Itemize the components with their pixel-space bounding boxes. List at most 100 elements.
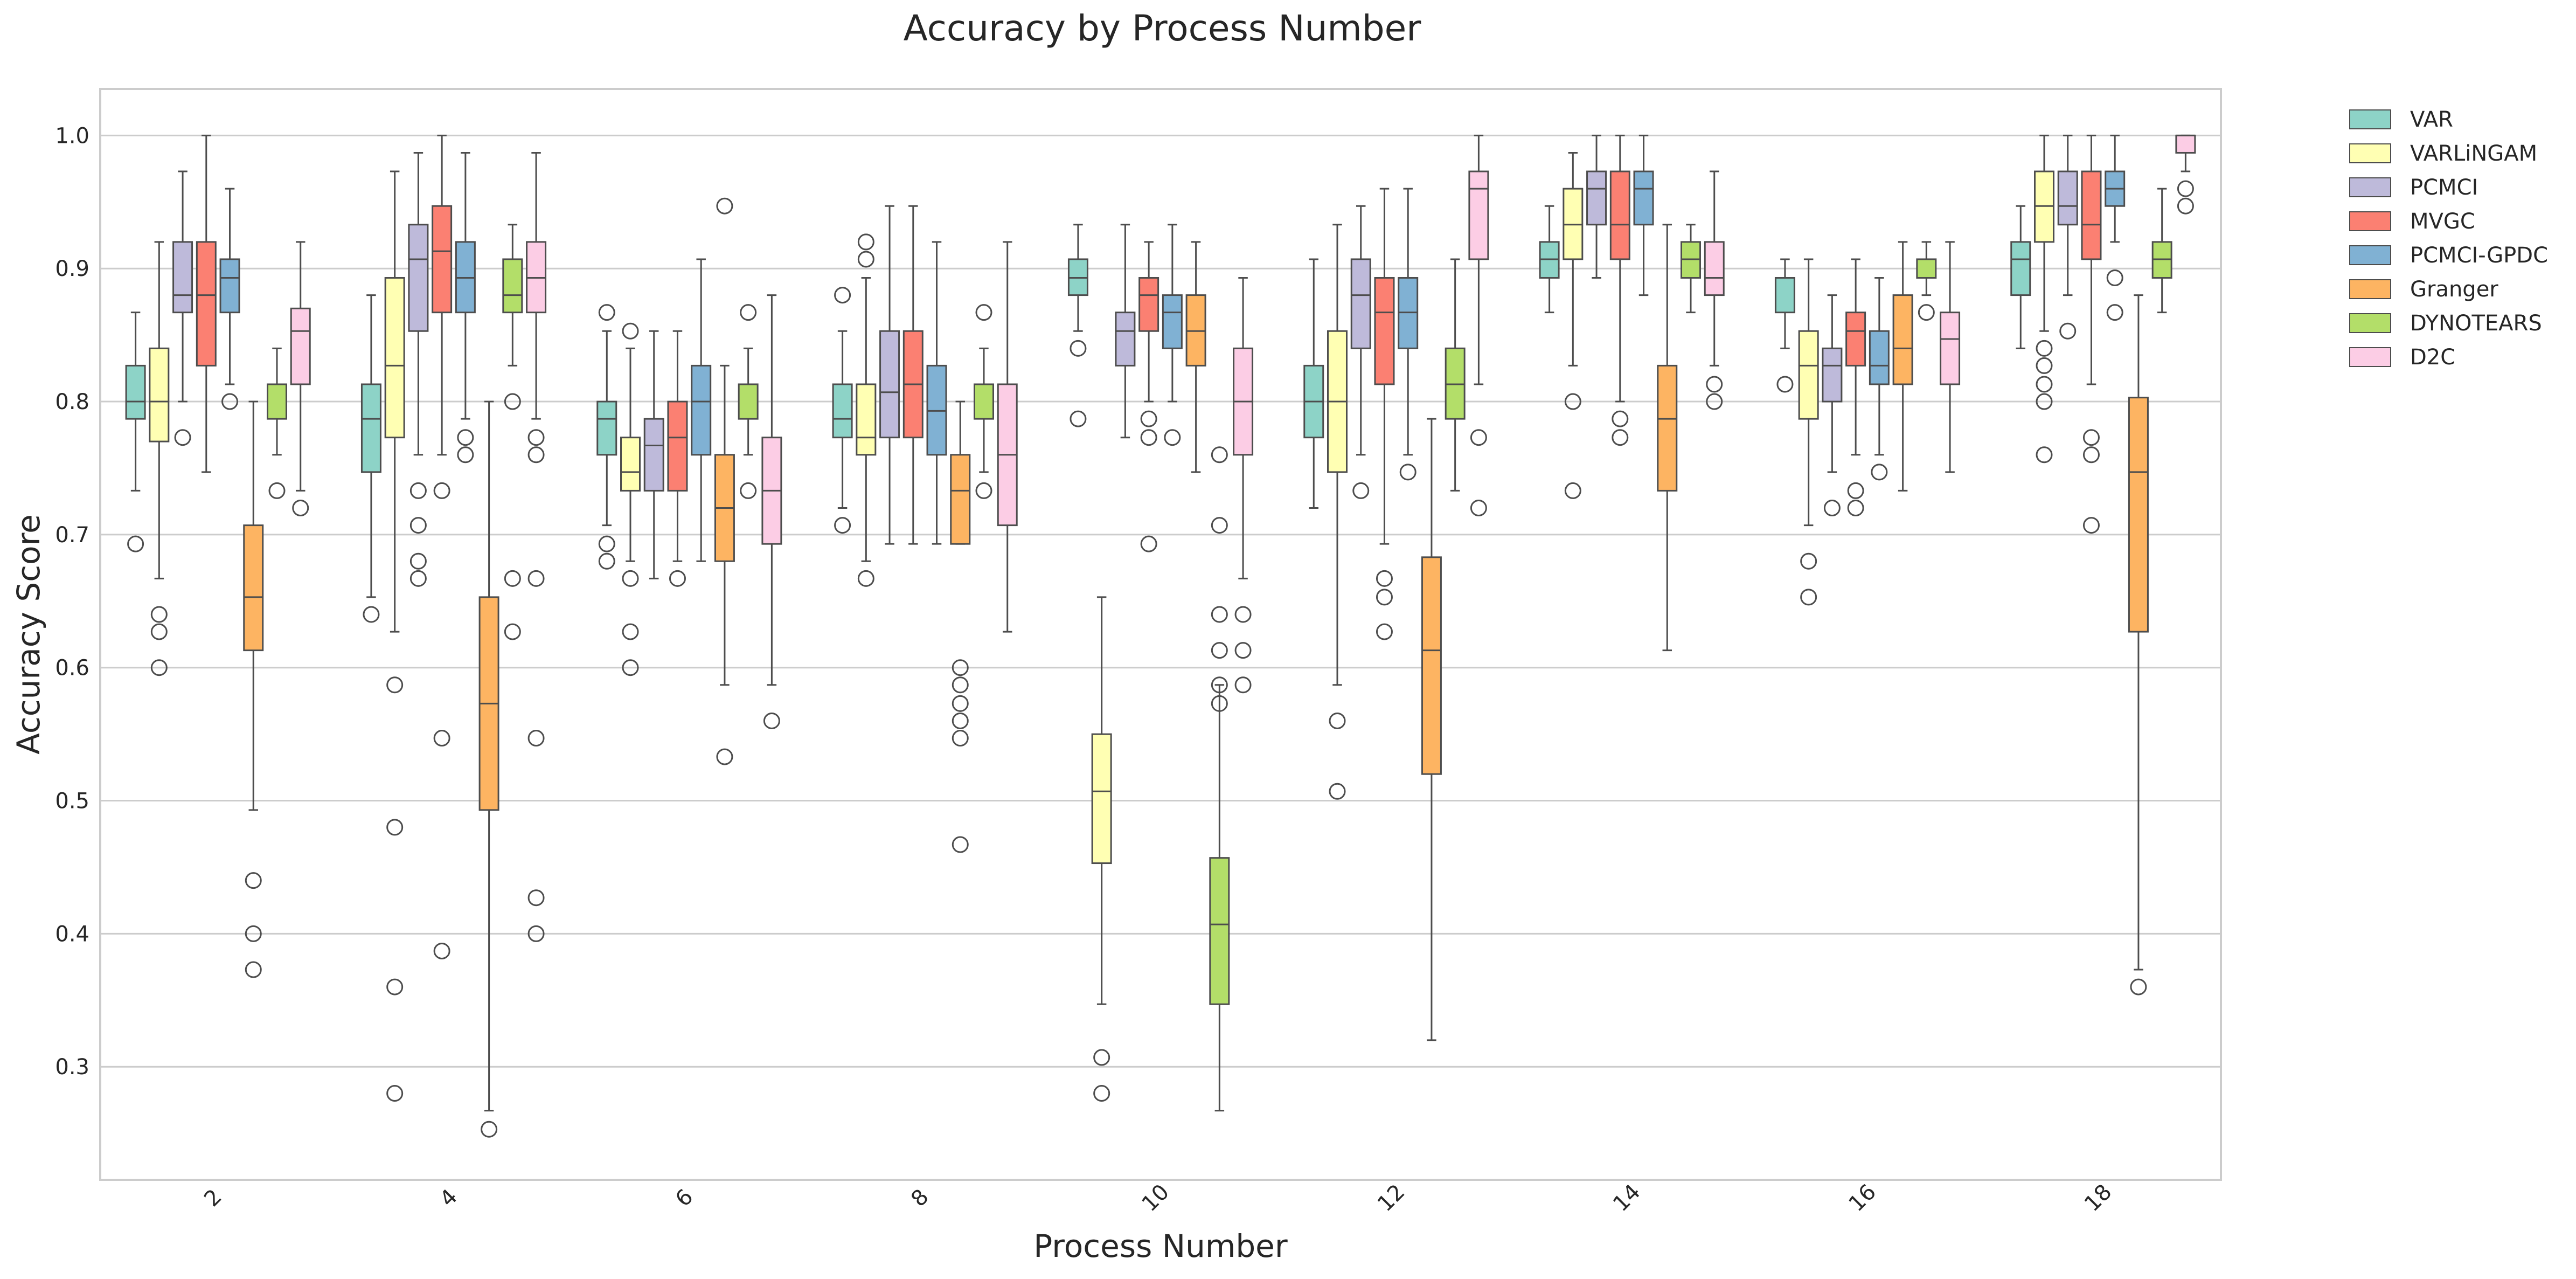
box-pcmci-gpdc-18: [2105, 134, 2126, 321]
outlier-point: [150, 623, 168, 640]
box-varlingam-18: [2034, 134, 2054, 464]
box-mvgc-10: [1138, 241, 1159, 552]
outlier-point: [2177, 197, 2194, 215]
outlier-point: [952, 676, 969, 694]
outlier-point: [386, 819, 404, 836]
outlier-point: [1140, 429, 1157, 446]
outlier-point: [1329, 712, 1346, 729]
box-iqr: [219, 258, 240, 314]
outlier-point: [1211, 517, 1228, 534]
outlier-point: [1376, 589, 1393, 606]
outlier-point: [857, 251, 874, 268]
box-granger-4: [478, 400, 499, 1138]
legend-item: VAR: [2349, 102, 2548, 136]
box-var-12: [1303, 258, 1324, 509]
box-pcmci-gpdc-2: [219, 188, 240, 410]
box-d2c-12: [1468, 134, 1489, 517]
outlier-point: [2059, 322, 2077, 340]
outlier-point: [1070, 340, 1087, 357]
legend-label: Granger: [2410, 276, 2498, 302]
box-mvgc-18: [2081, 134, 2102, 534]
box-iqr: [360, 383, 381, 473]
box-mvgc-2: [196, 134, 217, 473]
box-iqr: [1916, 258, 1937, 279]
box-d2c-18: [2175, 134, 2196, 215]
box-iqr: [974, 383, 994, 420]
outlier-point: [1140, 410, 1157, 427]
outlier-point: [2082, 517, 2100, 534]
outlier-point: [1070, 410, 1087, 427]
outlier-point: [127, 535, 144, 552]
box-d2c-14: [1704, 170, 1725, 410]
outlier-point: [834, 517, 851, 534]
outlier-point: [1211, 676, 1228, 694]
legend-item: Granger: [2349, 272, 2548, 306]
y-tick-label: 1.0: [55, 123, 89, 148]
outlier-point: [150, 659, 168, 676]
box-granger-10: [1185, 241, 1206, 473]
box-varlingam-4: [384, 170, 405, 1102]
box-iqr: [1162, 294, 1183, 349]
outlier-point: [857, 233, 874, 251]
y-tick-label: 0.3: [55, 1055, 89, 1080]
outlier-point: [622, 570, 639, 587]
box-iqr: [643, 418, 664, 492]
box-varlingam-6: [620, 322, 641, 676]
outlier-point: [1211, 695, 1228, 712]
outlier-point: [1329, 783, 1346, 800]
outlier-point: [457, 429, 474, 446]
box-varlingam-14: [1563, 151, 1584, 499]
box-dynotears-4: [502, 224, 523, 640]
legend-swatch: [2349, 279, 2391, 299]
outlier-point: [268, 482, 286, 499]
box-var-16: [1774, 258, 1795, 393]
box-pcmci-gpdc-14: [1633, 134, 1654, 296]
box-dynotears-12: [1445, 258, 1466, 492]
outlier-point: [1140, 535, 1157, 552]
box-dynotears-14: [1681, 224, 1701, 314]
legend-swatch: [2349, 143, 2391, 163]
outlier-point: [740, 482, 757, 499]
y-tick-label: 0.8: [55, 390, 89, 414]
box-mvgc-4: [432, 134, 453, 959]
outlier-point: [481, 1121, 498, 1138]
x-tick-label: 4: [435, 1185, 463, 1212]
outlier-point: [245, 925, 262, 942]
box-iqr: [1421, 556, 1442, 775]
outlier-point: [834, 287, 851, 304]
box-iqr: [2010, 241, 2031, 296]
outlier-point: [622, 659, 639, 676]
outlier-point: [716, 197, 733, 215]
x-tick-label: 16: [1844, 1180, 1881, 1217]
outlier-point: [527, 730, 545, 747]
outlier-point: [527, 570, 545, 587]
box-varlingam-12: [1327, 224, 1348, 800]
box-pcmci-gpdc-16: [1869, 276, 1890, 481]
y-axis-ticks: 0.3 0.4 0.5 0.6 0.7 0.8 0.9 1.0: [55, 123, 89, 1080]
outlier-point: [1612, 410, 1629, 427]
outlier-point: [2036, 340, 2053, 357]
legend-item: PCMCI: [2349, 170, 2548, 204]
x-tick-label: 2: [199, 1185, 227, 1212]
x-tick-label: 10: [1137, 1180, 1175, 1217]
x-tick-label: 14: [1608, 1180, 1645, 1217]
outlier-point: [716, 748, 733, 765]
box-iqr: [243, 524, 264, 652]
outlier-point: [1564, 482, 1581, 499]
outlier-point: [669, 570, 686, 587]
box-pcmci-18: [2057, 134, 2078, 340]
outlier-point: [504, 570, 521, 587]
box-pcmci-gpdc-12: [1398, 188, 1419, 481]
box-mvgc-12: [1374, 188, 1395, 640]
outlier-point: [2036, 357, 2053, 374]
outlier-point: [1800, 589, 1817, 606]
outlier-point: [409, 482, 427, 499]
box-mvgc-8: [902, 205, 924, 545]
box-iqr: [1138, 276, 1159, 332]
outlier-point: [740, 304, 757, 321]
outlier-point: [2036, 393, 2053, 410]
box-iqr: [1798, 330, 1819, 420]
box-pcmci-8: [879, 205, 900, 545]
box-iqr: [1822, 347, 1843, 403]
legend-label: VARLiNGAM: [2410, 141, 2538, 166]
